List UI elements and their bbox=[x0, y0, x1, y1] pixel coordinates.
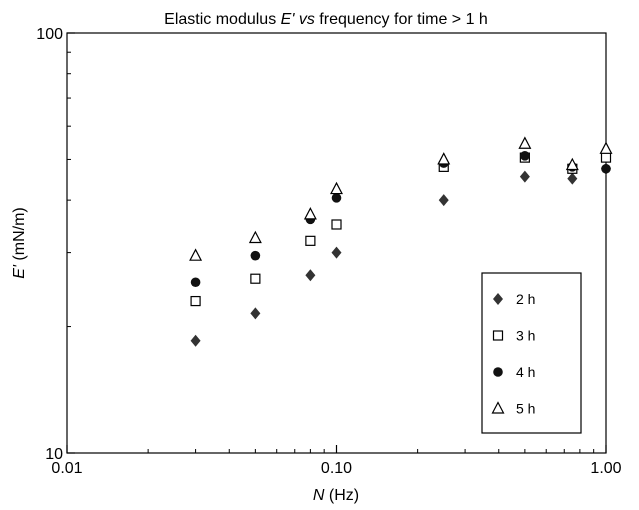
data-points bbox=[189, 136, 613, 347]
chart-title-part: vs bbox=[294, 11, 314, 28]
data-point-diamond bbox=[305, 269, 316, 282]
legend-marker-triangle bbox=[491, 401, 505, 414]
legend-marker-square bbox=[492, 330, 504, 341]
y-axis-label-symbol: E' bbox=[11, 264, 28, 279]
data-point-triangle bbox=[437, 152, 451, 165]
y-tick-label: 10 bbox=[45, 446, 63, 463]
axis-ticks: 0.01 0.10 1.00 10 100 bbox=[36, 26, 621, 477]
y-axis-label: E' (mN/m) bbox=[11, 207, 28, 279]
data-point-diamond bbox=[438, 194, 449, 207]
legend-label: 4 h bbox=[516, 364, 535, 380]
x-axis-label-symbol: N bbox=[313, 487, 325, 504]
legend-marker-diamond bbox=[493, 293, 503, 305]
y-tick-label: 100 bbox=[36, 26, 63, 43]
data-point-square bbox=[331, 219, 342, 230]
data-point-diamond bbox=[331, 246, 342, 259]
data-point-triangle bbox=[303, 207, 317, 220]
legend-label: 3 h bbox=[516, 328, 535, 344]
data-point-triangle bbox=[518, 136, 532, 149]
data-point-circle bbox=[601, 163, 611, 174]
data-point-diamond bbox=[519, 170, 530, 183]
data-point-diamond bbox=[250, 307, 261, 320]
chart-title: Elastic modulus E' vs frequency for time… bbox=[164, 11, 488, 28]
x-tick-label: 0.10 bbox=[321, 460, 352, 477]
legend-marker-circle bbox=[493, 367, 503, 377]
x-tick-label: 1.00 bbox=[590, 460, 621, 477]
data-point-circle bbox=[331, 193, 342, 203]
x-axis-label-unit: (Hz) bbox=[324, 487, 359, 504]
x-tick-label: 0.01 bbox=[51, 460, 82, 477]
data-point-triangle bbox=[599, 141, 613, 154]
data-point-square bbox=[190, 295, 201, 307]
data-point-triangle bbox=[248, 230, 262, 244]
legend: 2 h 3 h 4 h 5 h bbox=[481, 272, 582, 434]
data-point-circle bbox=[250, 250, 261, 261]
data-point-triangle bbox=[565, 157, 579, 171]
data-point-triangle bbox=[189, 248, 203, 261]
data-point-diamond bbox=[190, 334, 201, 347]
chart-title-part: frequency for time > 1 h bbox=[315, 11, 488, 28]
data-point-diamond bbox=[567, 172, 578, 185]
data-point-square bbox=[250, 273, 261, 284]
chart-title-part: Elastic modulus bbox=[164, 11, 281, 28]
y-axis-label-unit: (mN/m) bbox=[11, 207, 28, 265]
data-point-square bbox=[600, 152, 612, 163]
legend-label: 5 h bbox=[516, 401, 535, 417]
chart-title-part: E' bbox=[281, 11, 296, 28]
data-point-circle bbox=[190, 277, 201, 288]
data-point-square bbox=[305, 235, 316, 246]
x-axis-label: N (Hz) bbox=[313, 487, 359, 504]
legend-label: 2 h bbox=[516, 291, 535, 307]
data-point-circle bbox=[520, 151, 530, 161]
data-point-triangle bbox=[330, 181, 343, 195]
